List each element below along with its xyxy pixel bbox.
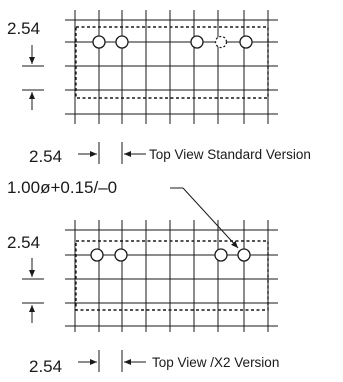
- standard-view-caption: Top View Standard Version: [149, 147, 311, 162]
- x2-pin-4: [237, 248, 251, 262]
- x2-vertical-pitch-dimension: [22, 258, 44, 323]
- x2-version-view: 1.00ø+0.15/–0: [7, 178, 279, 376]
- standard-pin-4: [239, 35, 253, 49]
- standard-pitch-label-top: 2.54: [7, 19, 40, 38]
- x2-horizontal-pitch-dimension: [78, 350, 146, 372]
- hole-diameter-callout: 1.00ø+0.15/–0: [7, 178, 117, 197]
- standard-pin-1: [92, 35, 106, 49]
- standard-version-view: 2.54 2.54 Top View Standard Version: [7, 10, 311, 166]
- standard-pitch-label-bottom: 2.54: [29, 147, 62, 166]
- x2-pitch-label-bottom: 2.54: [29, 357, 62, 376]
- x2-pin-1: [90, 248, 104, 262]
- standard-horizontal-pitch-dimension: [78, 142, 146, 164]
- x2-relay-outline: [75, 240, 269, 311]
- x2-grid: [65, 220, 278, 332]
- hole-callout-leader: [170, 187, 239, 249]
- x2-pitch-label-top: 2.54: [7, 233, 40, 252]
- x2-pin-2: [114, 248, 128, 262]
- standard-relay-outline: [75, 26, 269, 99]
- x2-view-caption: Top View /X2 Version: [152, 355, 279, 370]
- standard-pin-optional: [214, 35, 228, 49]
- standard-pin-3: [190, 35, 204, 49]
- standard-pin-2: [115, 35, 129, 49]
- standard-vertical-pitch-dimension: [22, 45, 44, 110]
- x2-pin-3: [214, 248, 228, 262]
